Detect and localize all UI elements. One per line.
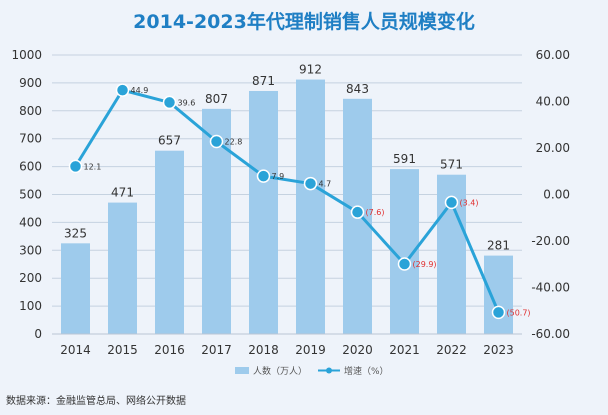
y-right-tick-label: 40.00 <box>536 95 570 109</box>
data-source: 数据来源：金融监管总局、网络公开数据 <box>6 394 186 407</box>
y-left-tick-label: 0 <box>34 327 42 341</box>
y-left-tick-label: 100 <box>19 299 42 313</box>
y-left-tick-label: 700 <box>19 132 42 146</box>
x-tick-label: 2022 <box>436 343 467 357</box>
growth-value-label: (50.7) <box>507 308 531 317</box>
growth-point <box>68 159 83 174</box>
growth-value-label: 39.6 <box>178 98 196 107</box>
x-tick-label: 2014 <box>60 343 91 357</box>
bar-value-label: 571 <box>440 158 463 172</box>
x-axis: 2014 2015 2016 2017 2018 2019 2020 2021 2022 2023 <box>52 333 522 357</box>
growth-point <box>209 134 224 149</box>
bar-value-label: 591 <box>393 152 416 166</box>
growth-points <box>68 83 506 320</box>
bar-value-label: 325 <box>64 226 87 240</box>
y-right-tick-label: 0.00 <box>543 188 570 202</box>
legend: 人数（万人） 增速（%） <box>235 365 389 377</box>
x-tick-label: 2016 <box>154 343 185 357</box>
legend-line-marker <box>326 367 332 374</box>
growth-value-label: 4.7 <box>319 180 332 189</box>
bar-value-label: 657 <box>158 134 181 148</box>
bar <box>484 255 513 334</box>
bar-value-label: 912 <box>299 63 322 77</box>
y-left-tick-label: 800 <box>19 104 42 118</box>
legend-line-label: 增速（%） <box>344 365 389 377</box>
y-right-tick-label: -20.00 <box>531 234 570 248</box>
growth-value-label: 12.1 <box>84 162 102 171</box>
legend-bar-label: 人数（万人） <box>253 365 307 377</box>
bars <box>61 79 513 334</box>
legend-bar-swatch <box>235 367 249 374</box>
x-tick-label: 2023 <box>483 343 514 357</box>
bar-value-label: 807 <box>205 92 228 106</box>
growth-line <box>74 88 500 313</box>
bar <box>296 79 325 334</box>
x-tick-label: 2017 <box>201 343 232 357</box>
y-right-tick-label: -60.00 <box>531 327 570 341</box>
growth-value-label: (7.6) <box>366 208 385 217</box>
y-left-tick-label: 900 <box>19 76 42 90</box>
growth-point <box>115 83 130 97</box>
bar-value-label: 843 <box>346 82 369 96</box>
y-left-tick-label: 1000 <box>11 48 42 62</box>
growth-point <box>350 205 365 219</box>
growth-value-label: (29.9) <box>413 260 437 269</box>
left-axis: 0 100 200 300 400 500 600 700 800 900 1000 <box>11 48 42 341</box>
growth-point <box>303 176 318 191</box>
bar <box>155 150 184 334</box>
growth-value-label: 44.9 <box>131 86 149 95</box>
growth-point <box>491 305 506 320</box>
bar <box>108 202 137 334</box>
y-left-tick-label: 200 <box>19 271 42 285</box>
growth-point <box>397 257 412 271</box>
growth-polyline <box>74 88 500 313</box>
y-right-tick-label: 60.00 <box>536 48 570 62</box>
growth-point <box>256 169 271 183</box>
y-right-tick-label: 20.00 <box>536 141 570 155</box>
bar-value-label: 281 <box>487 239 510 253</box>
right-axis: -60.00 -40.00 -20.00 0.00 20.00 40.00 60.00 <box>531 48 570 341</box>
growth-value-label: 22.8 <box>225 137 243 146</box>
x-tick-label: 2019 <box>295 343 326 357</box>
growth-value-label: (3.4) <box>460 198 479 207</box>
chart-title: 2014-2023年代理制销售人员规模变化 <box>133 10 475 33</box>
y-left-tick-label: 300 <box>19 243 42 257</box>
bar-value-label: 471 <box>111 186 134 200</box>
y-right-tick-label: -40.00 <box>531 281 570 295</box>
growth-point <box>162 95 177 110</box>
y-left-tick-label: 600 <box>19 160 42 174</box>
y-left-tick-label: 500 <box>19 188 42 202</box>
y-left-tick-label: 400 <box>19 215 42 229</box>
x-tick-label: 2018 <box>248 343 279 357</box>
x-tick-label: 2020 <box>342 343 373 357</box>
bar-value-label: 871 <box>252 74 275 88</box>
growth-labels: 12.1 44.9 39.6 22.8 7.9 4.7 (7.6) (29.9) (3.4) (5… <box>84 86 531 317</box>
growth-point <box>444 195 459 210</box>
bar <box>61 243 90 334</box>
x-tick-label: 2021 <box>389 343 420 357</box>
bar <box>249 90 278 334</box>
growth-value-label: 7.9 <box>272 172 285 181</box>
bar-labels: 325 471 657 807 871 912 843 591 571 281 <box>64 63 510 253</box>
x-tick-label: 2015 <box>107 343 138 357</box>
